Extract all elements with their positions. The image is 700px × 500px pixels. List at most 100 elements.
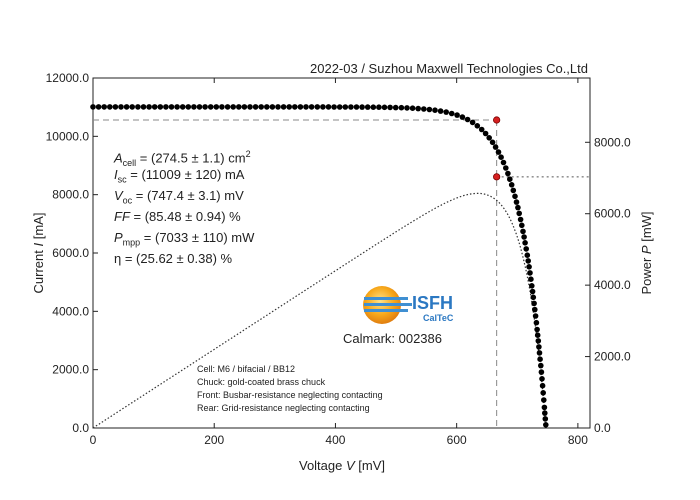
cell-info-line: Rear: Grid-resistance neglecting contact… [197, 403, 370, 413]
iv-data-point [532, 313, 539, 319]
iv-data-point [533, 319, 540, 326]
iv-data-point [90, 104, 96, 110]
x-ticks: 0 200 400 600 800 [90, 78, 588, 447]
iv-data-point [505, 170, 511, 177]
iv-data-point [508, 182, 515, 188]
isfh-logo: ISFH CalTeC [360, 283, 470, 332]
parameter-line: Pmpp = (7033 ± 110) mW [114, 230, 254, 251]
mpp-power-marker [493, 173, 501, 181]
iv-data-point [185, 104, 192, 110]
iv-data-point [515, 204, 521, 211]
iv-data-point [269, 104, 276, 110]
iv-data-point [521, 234, 527, 240]
y-right-tick-label: 0.0 [594, 421, 611, 435]
iv-data-point [95, 104, 102, 110]
iv-data-point [529, 288, 536, 295]
iv-data-point [513, 199, 520, 205]
iv-data-point [303, 104, 309, 110]
iv-data-point [107, 104, 113, 110]
iv-data-point [112, 104, 119, 110]
iv-data-point [398, 104, 405, 111]
iv-data-point [534, 326, 540, 333]
iv-series [90, 104, 549, 428]
iv-data-point [258, 104, 265, 110]
iv-data-point [376, 104, 382, 110]
iv-data-point [535, 338, 542, 344]
iv-data-point [469, 119, 476, 126]
iv-data-point [135, 104, 141, 110]
iv-data-point [538, 362, 544, 369]
power-curve [92, 192, 547, 429]
parameter-superscript: 2 [245, 149, 251, 159]
parameter-subscript: cell [122, 157, 137, 168]
iv-data-point [517, 216, 524, 223]
calmark-label: Calmark: 002386 [343, 331, 442, 346]
iv-data-point [191, 104, 197, 110]
iv-data-point [478, 126, 485, 133]
iv-data-point [392, 104, 399, 111]
iv-data-point [129, 104, 135, 110]
iv-data-point [495, 149, 502, 155]
parameter-subscript: oc [122, 195, 133, 206]
iv-data-point [280, 104, 287, 110]
parameter-value: = (274.5 ± 1.1) cm [136, 150, 246, 166]
parameter-symbol: V [114, 188, 123, 203]
iv-data-point [492, 144, 499, 150]
iv-data-point [146, 104, 152, 110]
iv-data-point [236, 104, 242, 110]
y-left-axis-label: Current I [mA] [31, 213, 46, 294]
iv-data-point [275, 104, 281, 110]
iv-data-point [542, 410, 548, 416]
y-right-tick-label: 4000.0 [594, 278, 631, 292]
iv-data-point [529, 283, 535, 289]
iv-data-point [443, 109, 450, 115]
y-right-ticks: 0.0 2000.0 4000.0 6000.0 8000.0 [585, 135, 631, 435]
y-right-axis-label: Power P [mW] [639, 211, 654, 294]
iv-data-point [370, 104, 377, 110]
iv-data-point [486, 135, 493, 141]
iv-data-point [123, 104, 130, 110]
iv-data-point [353, 104, 360, 110]
y-right-tick-label: 6000.0 [594, 207, 631, 221]
iv-data-point [230, 104, 236, 110]
cell-info-line: Front: Busbar-resistance neglecting cont… [197, 390, 383, 400]
iv-data-point [523, 246, 529, 252]
y-left-tick-label: 10000.0 [46, 129, 90, 143]
iv-data-point [527, 270, 533, 276]
y-right-tick-label: 2000.0 [594, 350, 631, 364]
y-left-tick-label: 4000.0 [52, 304, 89, 318]
iv-data-point [543, 422, 549, 428]
iv-data-point [512, 193, 518, 200]
parameter-symbol: FF [114, 209, 130, 224]
iv-data-point [531, 300, 537, 307]
iv-data-point [224, 104, 231, 110]
iv-data-point [387, 104, 393, 111]
iv-data-point [503, 165, 509, 171]
x-tick-label: 0 [90, 433, 97, 447]
x-tick-label: 400 [325, 433, 345, 447]
iv-data-point [404, 105, 410, 111]
y-left-tick-label: 6000.0 [52, 246, 89, 260]
iv-data-point [524, 252, 531, 258]
iv-data-point [196, 104, 203, 110]
iv-data-point [314, 104, 321, 110]
logo-name: ISFH [412, 293, 453, 313]
parameter-value: = (25.62 ± 0.38) % [121, 251, 233, 266]
parameter-value: = (85.48 ± 0.94) % [129, 209, 241, 224]
power-series [92, 192, 547, 429]
parameter-symbol: A [114, 150, 123, 166]
iv-data-point [247, 104, 253, 110]
y-left-ticks: 0.0 2000.0 4000.0 6000.0 8000.0 10000.0 12000.… [46, 71, 98, 435]
x-tick-label: 200 [204, 433, 224, 447]
iv-data-point [174, 104, 180, 110]
iv-data-point [538, 369, 545, 375]
iv-data-point [459, 114, 466, 120]
parameter-line: Isc = (11009 ± 120) mA [114, 167, 244, 188]
parameter-line: FF = (85.48 ± 0.94) % [114, 209, 241, 225]
logo-sub: CalTeC [423, 313, 454, 323]
y-left-tick-label: 8000.0 [52, 188, 89, 202]
parameter-line: Acell = (274.5 ± 1.1) cm2 [114, 146, 251, 171]
iv-data-point [437, 108, 444, 114]
iv-data-point [364, 104, 371, 110]
iv-data-point [539, 382, 546, 389]
